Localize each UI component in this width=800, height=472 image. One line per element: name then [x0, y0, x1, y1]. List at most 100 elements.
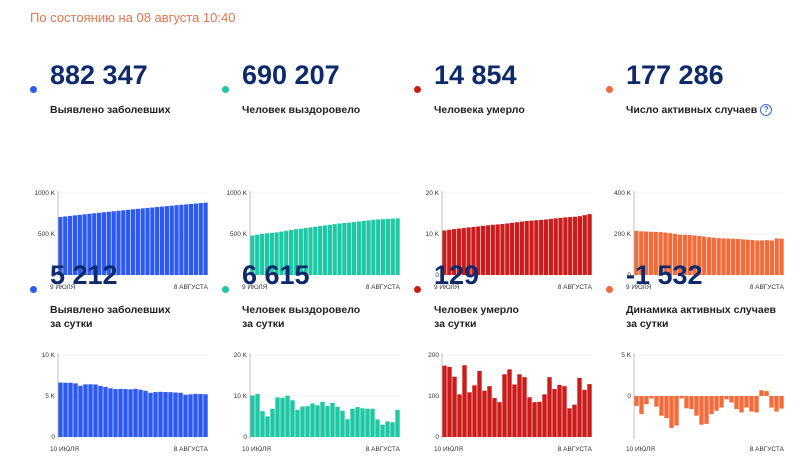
bar: [760, 240, 765, 275]
total-cases-label: Выявлено заболевших: [50, 104, 171, 116]
bar: [734, 396, 739, 410]
x-label-end: 8 АВГУСТА: [174, 446, 209, 453]
bar: [774, 396, 779, 412]
bar: [673, 233, 678, 275]
bar: [634, 396, 639, 406]
bar: [562, 386, 567, 437]
bar: [145, 207, 150, 275]
bar: [754, 396, 759, 413]
bar: [300, 406, 305, 437]
bar: [303, 228, 308, 275]
bar: [452, 376, 457, 437]
daily-cases-chart: 0 5 K 10 K 10 ИЮЛЯ 8 АВГУСТА: [42, 352, 209, 453]
bar: [532, 402, 537, 437]
bar: [128, 389, 133, 437]
bar: [485, 225, 491, 275]
bar: [255, 394, 260, 437]
bar: [716, 238, 721, 275]
bar: [492, 398, 497, 437]
bar: [173, 392, 178, 437]
bar: [505, 223, 510, 275]
y-tick-label: 10 K: [426, 231, 440, 238]
bar: [376, 219, 381, 275]
bar: [639, 396, 644, 415]
bar: [310, 403, 315, 437]
bar: [385, 218, 391, 275]
x-label-end: 8 АВГУСТА: [558, 446, 593, 453]
bar: [500, 224, 505, 275]
bar: [361, 220, 366, 275]
bar: [721, 238, 726, 275]
bar: [159, 206, 165, 275]
bar: [687, 235, 692, 275]
bar: [295, 410, 300, 437]
bar: [340, 410, 345, 437]
bar: [502, 374, 507, 437]
bar: [345, 419, 350, 437]
bar: [539, 219, 544, 275]
bar: [669, 396, 674, 428]
bar: [327, 224, 332, 275]
bar: [87, 213, 92, 275]
y-tick-label: 0: [435, 272, 439, 279]
card-daily-recovered: 6 615 Человек выздоровело за сутки 0 10 K 2…: [222, 260, 402, 465]
bar: [279, 231, 284, 275]
red-dot-icon: [414, 86, 421, 93]
bar: [466, 227, 471, 275]
bar: [750, 240, 755, 275]
bar: [548, 218, 553, 275]
bar: [769, 396, 774, 408]
bar: [371, 219, 376, 275]
bar: [118, 388, 123, 437]
x-label-end: 8 АВГУСТА: [174, 284, 209, 291]
bar: [552, 389, 557, 437]
bar: [143, 390, 148, 437]
bar: [524, 220, 529, 275]
bar: [684, 396, 689, 409]
active-label: Число активных случаев?: [626, 103, 773, 117]
bar: [83, 384, 88, 437]
x-label-end: 8 АВГУСТА: [750, 446, 785, 453]
x-label-start: 9 ИЮЛЯ: [434, 284, 460, 291]
daily-deaths-chart: 0 100 200 10 ИЮЛЯ 8 АВГУСТА: [428, 352, 593, 453]
bar: [58, 382, 63, 437]
bar: [98, 385, 103, 437]
bar: [63, 382, 68, 437]
bar: [255, 234, 260, 275]
bar: [260, 411, 265, 437]
bar: [106, 211, 111, 275]
card-active: 177 286 Число активных случаев? 0 200 K 40…: [606, 60, 786, 291]
bar: [471, 226, 476, 275]
bar: [193, 393, 198, 437]
card-daily-cases: 5 212 Выявлено заболевших за сутки 0 5 K 10…: [30, 260, 210, 465]
blue-dot-icon: [30, 286, 37, 293]
y-tick-label: 0: [435, 434, 439, 441]
bar: [138, 389, 143, 437]
bar: [198, 394, 203, 437]
bar: [731, 238, 736, 275]
bar: [313, 226, 318, 275]
bar: [370, 408, 375, 437]
y-tick-label: 0: [51, 272, 55, 279]
bar: [755, 240, 760, 275]
bar: [153, 392, 158, 437]
orange-dot-icon: [606, 86, 613, 93]
bar: [507, 369, 512, 437]
bar: [582, 389, 587, 437]
active-chart: 0 200 K 400 K 9 ИЮЛЯ 8 АВГУСТА: [614, 190, 785, 291]
bar: [365, 408, 370, 437]
bar: [719, 396, 724, 408]
bar: [542, 394, 547, 437]
bar: [188, 203, 194, 275]
bar: [572, 404, 577, 437]
bar: [188, 394, 193, 437]
bar: [726, 238, 731, 275]
bar: [318, 226, 323, 275]
bar: [193, 203, 199, 275]
bar: [577, 377, 582, 437]
x-label-start: 9 ИЮЛЯ: [242, 284, 268, 291]
help-icon[interactable]: ?: [760, 104, 773, 116]
x-label-start: 9 ИЮЛЯ: [50, 284, 76, 291]
bar: [92, 213, 97, 275]
teal-dot-icon: [222, 286, 229, 293]
